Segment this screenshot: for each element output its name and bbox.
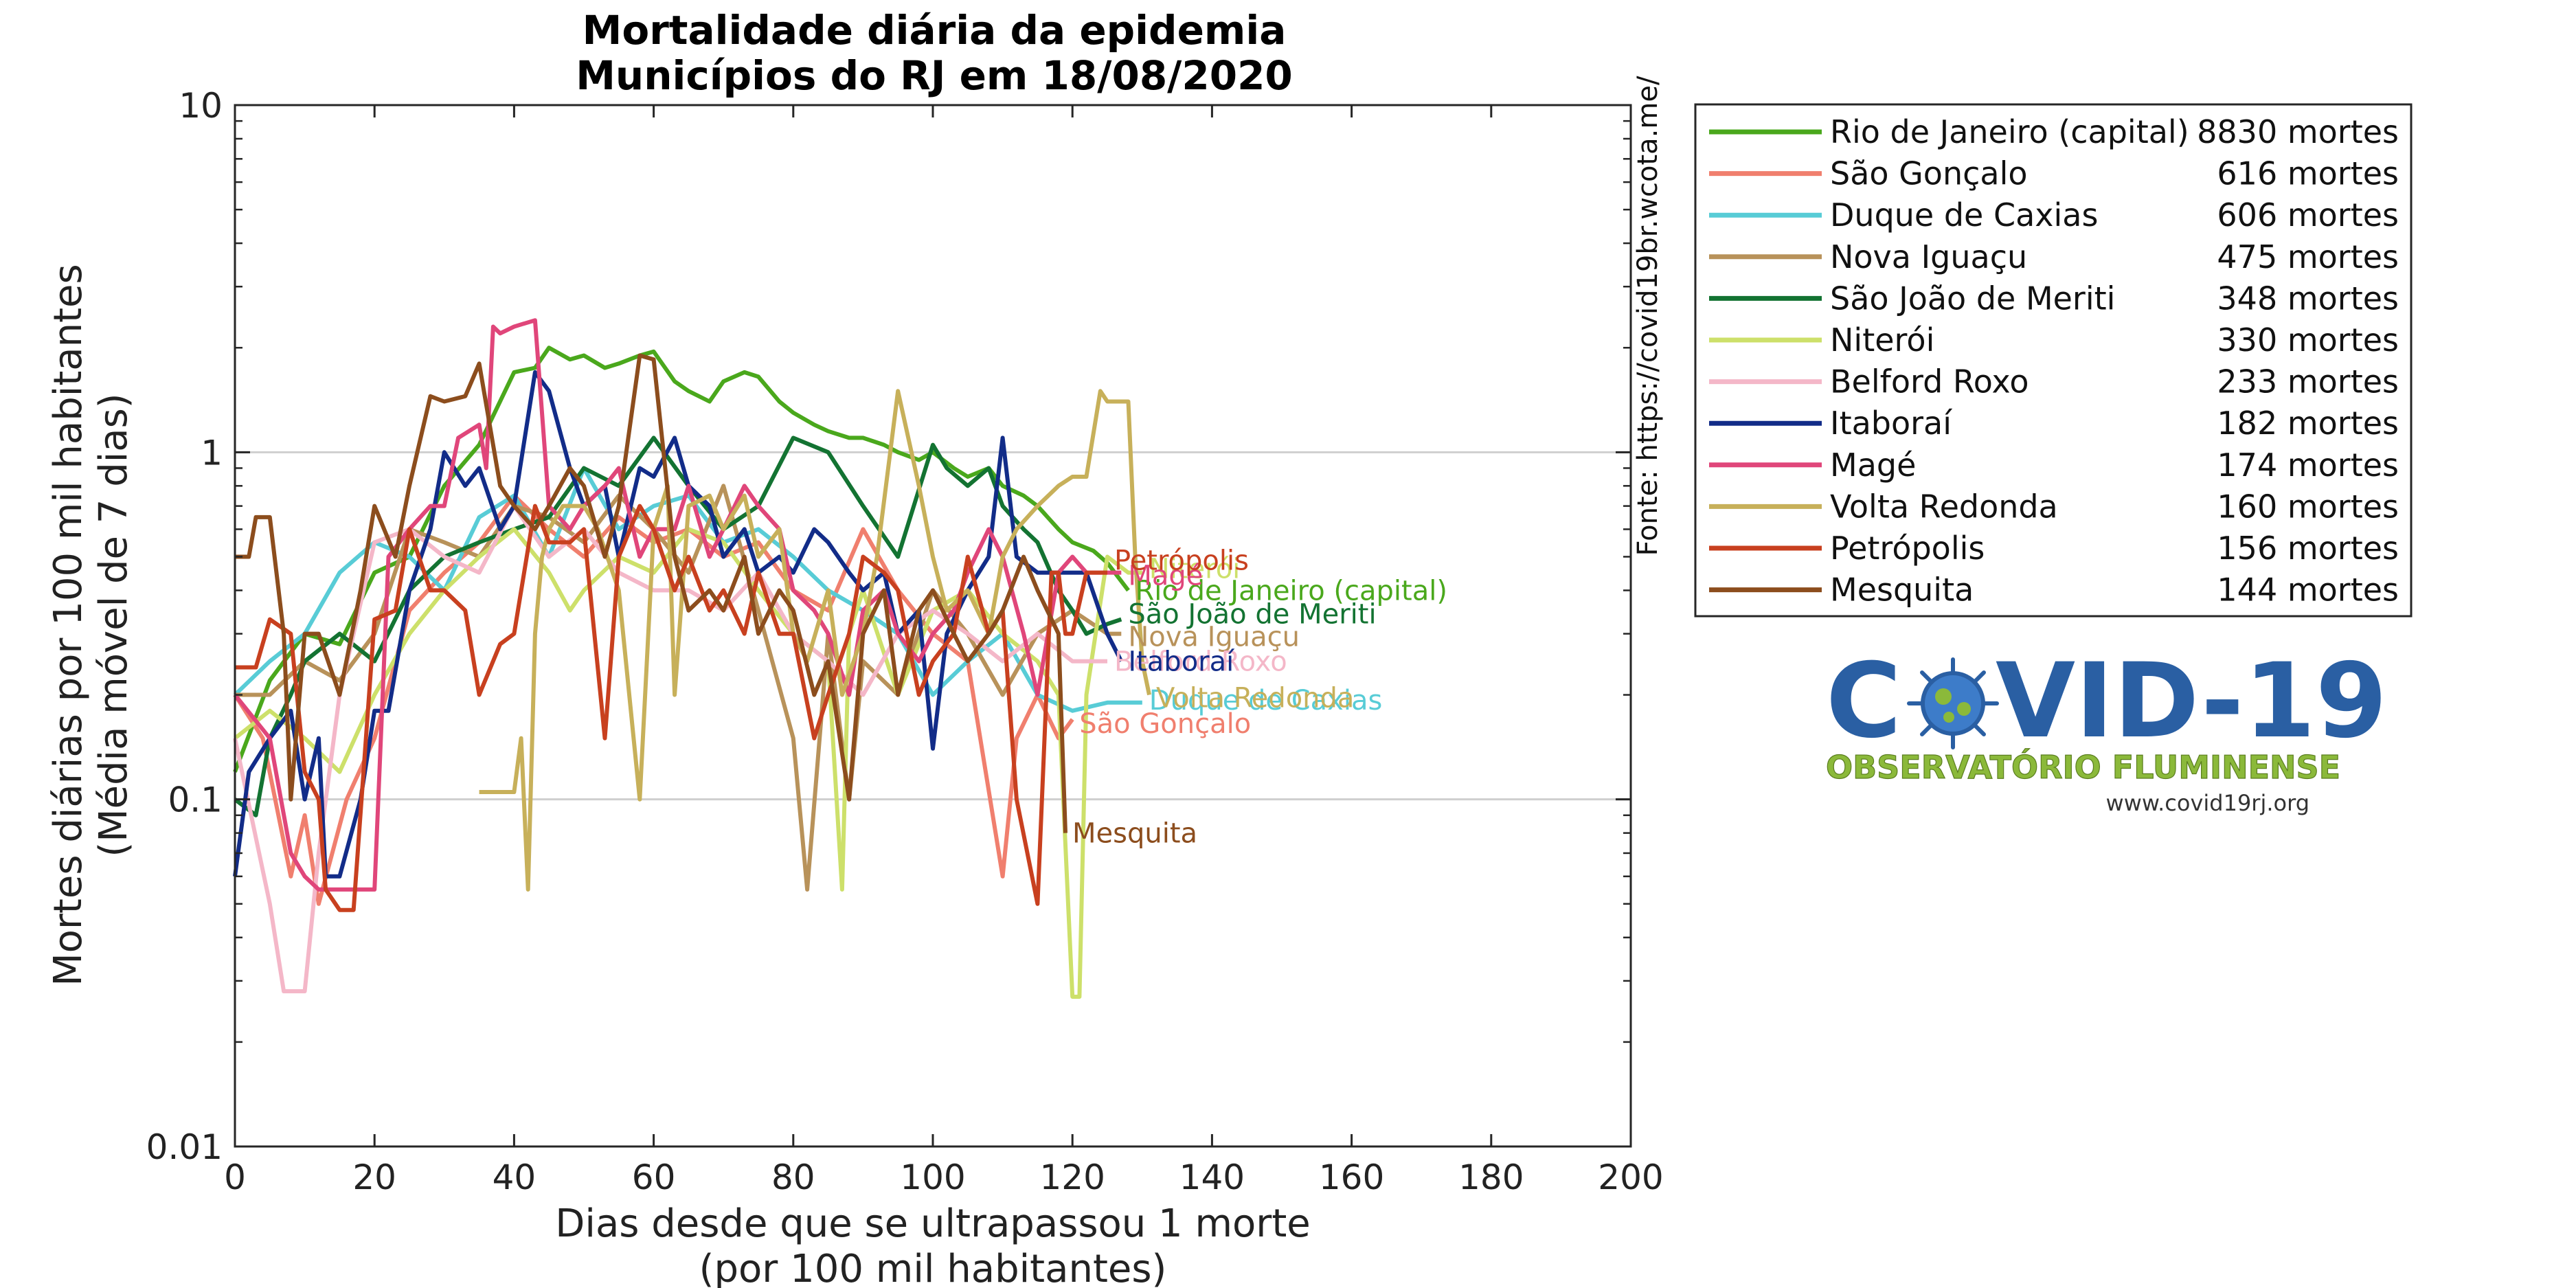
- series-end-label: Magé: [1128, 561, 1203, 592]
- legend-item-name: Belford Roxo: [1830, 363, 2029, 400]
- series-end-labels: Rio de Janeiro (capital) São GonçaloDuque…: [1072, 545, 1447, 850]
- y-axis: 0.01 0.1 1 10: [146, 86, 1631, 1167]
- legend-item-name: São Gonçalo: [1830, 155, 2028, 192]
- legend-item-name: Volta Redonda: [1830, 488, 2058, 525]
- legend-item-name: Magé: [1830, 447, 1916, 484]
- series-line: [235, 353, 1067, 833]
- x-axis: 0 20 40 60 80 100 120 140 160 180 200: [224, 105, 1664, 1197]
- logo-main-right: VID-19: [1996, 642, 2387, 761]
- legend-item-name: Nova Iguaçu: [1830, 238, 2027, 275]
- legend-item-deaths: 348 mortes: [2217, 280, 2399, 317]
- logo-subtitle: OBSERVATÓRIO FLUMINENSE: [1826, 749, 2340, 786]
- virus-icon: [1907, 657, 1999, 749]
- chart-title-line-1: Mortalidade diária da epidemia: [583, 7, 1287, 54]
- series-line: [233, 318, 1122, 892]
- legend-item-name: Itaboraí: [1830, 405, 1952, 442]
- x-tick-label: 180: [1458, 1157, 1524, 1197]
- legend-item-deaths: 616 mortes: [2217, 155, 2399, 192]
- x-tick-label: 140: [1179, 1157, 1245, 1197]
- x-axis-label-line-1: Dias desde que se ultrapassou 1 morte: [555, 1201, 1310, 1246]
- legend-item-name: Mesquita: [1830, 572, 1974, 609]
- legend-box: [1694, 103, 2413, 618]
- series-end-label: Duque de Caxias: [1149, 685, 1383, 716]
- series-line: [234, 527, 1142, 999]
- series-end-label: Mesquita: [1072, 818, 1197, 850]
- legend-item-deaths: 174 mortes: [2217, 447, 2399, 484]
- y-tick-label: 0.1: [168, 780, 223, 820]
- series-end-label: Niterói: [1149, 554, 1240, 585]
- x-tick-label: 200: [1598, 1157, 1663, 1197]
- legend-item-deaths: 233 mortes: [2217, 363, 2399, 400]
- x-tick-label: 100: [900, 1157, 965, 1197]
- y-axis-label-line-2: (Média móvel de 7 dias): [91, 393, 136, 857]
- x-tick-label: 80: [771, 1157, 815, 1197]
- source-label: Fonte: https://covid19br.wcota.me/: [1632, 76, 1664, 556]
- logo-url: www.covid19rj.org: [2106, 790, 2309, 816]
- legend-item-deaths: 156 mortes: [2217, 530, 2399, 567]
- legend-item-name: Duque de Caxias: [1830, 196, 2098, 234]
- series-end-label: Itaboraí: [1128, 646, 1235, 678]
- series-line: [235, 484, 1122, 892]
- legend-item-name: São João de Meriti: [1830, 280, 2115, 317]
- series-line: [234, 436, 1122, 817]
- covid-logo: C VID-19 OBSERVATÓRIO FLUMINENSE www.cov…: [1825, 642, 2387, 816]
- legend-item-deaths: 182 mortes: [2217, 405, 2399, 442]
- legend-item-deaths: 144 mortes: [2217, 572, 2399, 609]
- series-lines: [233, 318, 1151, 999]
- legend-item-deaths: 160 mortes: [2217, 488, 2399, 525]
- legend-item-deaths: 8830 mortes: [2197, 113, 2399, 150]
- x-axis-label-line-2: (por 100 mil habitantes): [699, 1247, 1167, 1288]
- x-tick-label: 0: [224, 1157, 246, 1197]
- x-tick-label: 60: [632, 1157, 676, 1197]
- series-end-label: Petrópolis: [1114, 545, 1249, 577]
- legend: Rio de Janeiro (capital) 8830 mortes São G…: [1694, 103, 2413, 618]
- series-end-label: Nova Iguaçu: [1128, 622, 1300, 653]
- legend-item-deaths: 606 mortes: [2217, 196, 2399, 234]
- y-axis-label-line-1: Mortes diárias por 100 mil habitantes: [46, 264, 91, 986]
- legend-item-name: Rio de Janeiro (capital): [1830, 113, 2189, 150]
- legend-item-name: Petrópolis: [1830, 530, 1985, 567]
- x-tick-label: 120: [1039, 1157, 1105, 1197]
- series-end-label: São João de Meriti: [1128, 599, 1376, 631]
- series-line: [233, 346, 1130, 773]
- y-tick-label: 0.01: [146, 1127, 223, 1167]
- y-tick-label: 10: [179, 86, 223, 126]
- series-end-label: Volta Redonda: [1156, 683, 1354, 714]
- x-tick-label: 160: [1319, 1157, 1384, 1197]
- series-end-label: São Gonçalo: [1079, 708, 1251, 740]
- legend-item-deaths: 330 mortes: [2217, 321, 2399, 359]
- series-end-label: Belford Roxo: [1114, 646, 1287, 678]
- chart-title-line-2: Municípios do RJ em 18/08/2020: [576, 52, 1293, 99]
- x-tick-label: 40: [493, 1157, 536, 1197]
- legend-item-deaths: 475 mortes: [2217, 238, 2399, 275]
- series-end-label: Rio de Janeiro (capital): [1135, 575, 1447, 607]
- plot-area: 0 20 40 60 80 100 120 140 160 180 200 0.01 0.1 1 10 R…: [146, 86, 1664, 1197]
- x-tick-label: 20: [352, 1157, 396, 1197]
- y-tick-label: 1: [201, 433, 223, 473]
- series-line: [233, 466, 1142, 713]
- plot-frame: [234, 104, 1632, 1148]
- logo-main-left: C: [1826, 642, 1901, 761]
- legend-item-name: Niterói: [1830, 321, 1934, 359]
- series-line: [479, 389, 1151, 892]
